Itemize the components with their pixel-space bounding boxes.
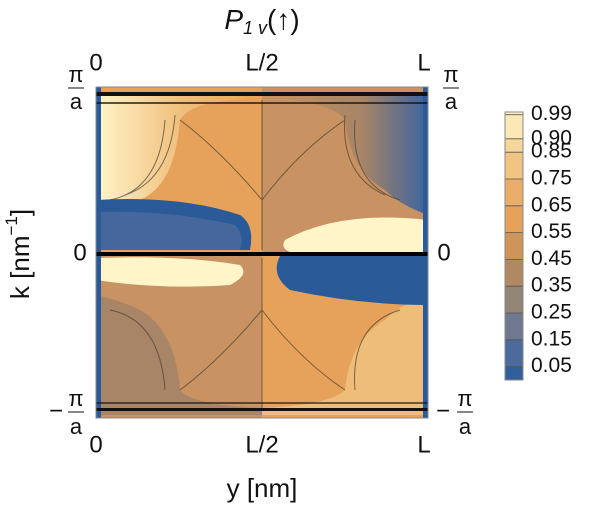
colorbar-tick-label: 0.85 <box>531 140 572 163</box>
colorbar-band <box>505 313 523 340</box>
title-suffix: (↑) <box>267 4 300 35</box>
colorbar-band <box>505 339 523 367</box>
colorbar-band <box>505 112 523 115</box>
y-tick-fraction-right: − π a <box>436 386 473 439</box>
tick-numerator: π <box>443 62 458 87</box>
colorbar-tick-label: 0.99 <box>531 102 572 125</box>
colorbar-band <box>505 366 523 380</box>
colorbar-band <box>505 205 523 233</box>
tick-denominator: a <box>70 414 83 439</box>
y-tick-fraction: − π a <box>49 386 84 439</box>
colorbar-frame <box>504 111 524 381</box>
chart-title: P1 v(↑) <box>224 4 299 37</box>
y-tick-label-right: 0 <box>437 239 450 266</box>
tick-denominator: a <box>70 89 83 114</box>
x-tick-label-top: L/2 <box>245 49 278 76</box>
colorbar-band <box>505 286 523 313</box>
y-label-superscript: −1 <box>2 216 21 235</box>
colorbar-band <box>505 259 523 287</box>
colorbar-band <box>505 179 523 206</box>
y-tick-fraction-right: π a <box>443 62 459 114</box>
colorbar-tick-label: 0.90 <box>531 126 572 149</box>
colorbar-band <box>505 232 523 260</box>
colorbar-band <box>505 138 523 153</box>
tick-numerator: π <box>68 386 83 411</box>
x-tick-label-top: 0 <box>89 49 102 76</box>
tick-sign: − <box>436 397 450 424</box>
colorbar-tick-label: 0.45 <box>531 247 572 270</box>
colorbar-tick-label: 0.25 <box>531 301 572 324</box>
colorbar-tick-label: 0.35 <box>531 274 572 297</box>
colorbar-tick-label: 0.55 <box>531 220 572 243</box>
colorbar-tick-label: 0.65 <box>531 193 572 216</box>
tick-sign: − <box>49 397 63 424</box>
y-tick-label: 0 <box>73 239 86 266</box>
colorbar-band <box>505 152 523 179</box>
tick-numerator: π <box>68 62 83 87</box>
colorbar-band <box>505 114 523 139</box>
y-axis-label: k [nm−1] <box>2 209 34 299</box>
x-tick-label: L <box>417 431 430 458</box>
y-tick-fraction: π a <box>68 62 84 114</box>
colorbar-tick-label: 0.75 <box>531 167 572 190</box>
x-tick-label: L/2 <box>245 431 278 458</box>
y-label-main: k [nm <box>5 236 35 300</box>
tick-numerator: π <box>457 386 472 411</box>
colorbar: 0.990.900.85 0.75 0.65 0.55 0.45 0.35 0.25 0.15… <box>504 102 572 381</box>
x-tick-label: 0 <box>89 431 102 458</box>
title-main: P <box>224 4 243 35</box>
tick-denominator: a <box>459 414 472 439</box>
title-subscript: 1 v <box>243 18 268 38</box>
x-axis-label: y [nm] <box>227 473 298 503</box>
x-tick-label-top: L <box>417 49 430 76</box>
tick-denominator: a <box>445 89 458 114</box>
contour-field <box>96 87 428 418</box>
y-label-close: ] <box>5 209 35 216</box>
colorbar-tick-label: 0.05 <box>531 354 572 377</box>
plot-frame <box>95 86 429 419</box>
colorbar-tick-label: 0.15 <box>531 327 572 350</box>
